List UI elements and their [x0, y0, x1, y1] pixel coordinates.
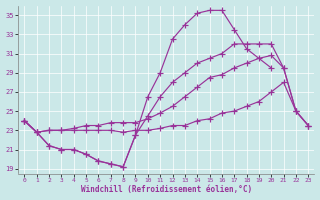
X-axis label: Windchill (Refroidissement éolien,°C): Windchill (Refroidissement éolien,°C)	[81, 185, 252, 194]
